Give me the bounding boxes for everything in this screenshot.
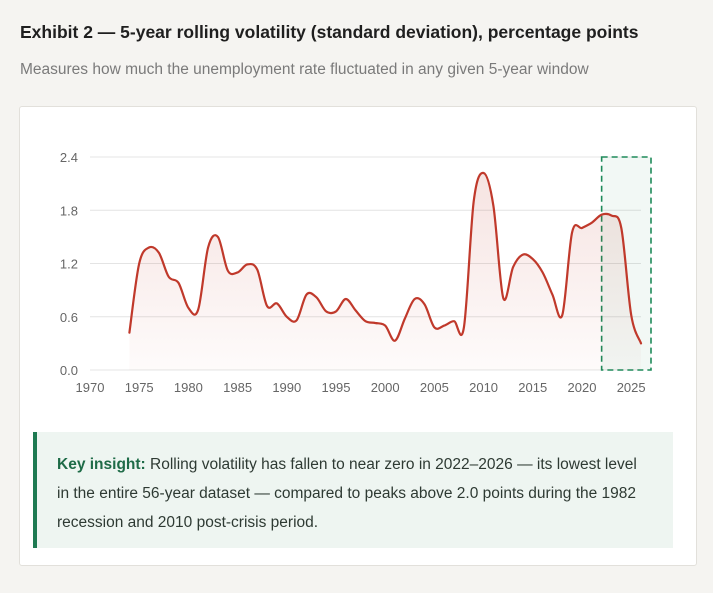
x-tick-label: 1995 bbox=[322, 380, 351, 395]
y-tick-label: 1.8 bbox=[60, 203, 78, 218]
y-tick-label: 2.4 bbox=[60, 150, 78, 165]
key-insight-text: Rolling volatility has fallen to near ze… bbox=[57, 456, 637, 531]
chart-card: 0.0 0.6 1.2 1.8 2.4 1970 1975 1980 1985 1990 1995… bbox=[19, 106, 697, 566]
exhibit-title: Exhibit 2 — 5-year rolling volatility (s… bbox=[20, 22, 639, 42]
x-tick-label: 1985 bbox=[223, 380, 252, 395]
x-tick-label: 2020 bbox=[568, 380, 597, 395]
x-tick-label: 1980 bbox=[174, 380, 203, 395]
y-tick-label: 1.2 bbox=[60, 257, 78, 272]
x-tick-label: 2010 bbox=[469, 380, 498, 395]
series-area bbox=[129, 172, 641, 370]
series-line bbox=[128, 171, 643, 345]
x-tick-label: 2005 bbox=[420, 380, 449, 395]
x-tick-label: 2000 bbox=[371, 380, 400, 395]
x-axis-ticks: 1970 1975 1980 1985 1990 1995 2000 2005 2010 2015… bbox=[76, 380, 646, 395]
volatility-chart: 0.0 0.6 1.2 1.8 2.4 1970 1975 1980 1985 1990 1995… bbox=[60, 150, 652, 395]
exhibit-subtitle: Measures how much the unemployment rate … bbox=[20, 61, 589, 78]
key-insight-box: Key insight: Rolling volatility has fall… bbox=[33, 432, 673, 548]
x-tick-label: 2015 bbox=[518, 380, 547, 395]
y-tick-label: 0.6 bbox=[60, 310, 78, 325]
key-insight-label: Key insight: bbox=[57, 456, 146, 473]
x-tick-label: 1990 bbox=[272, 380, 301, 395]
x-tick-label: 1975 bbox=[125, 380, 154, 395]
y-tick-label: 0.0 bbox=[60, 363, 78, 378]
x-tick-label: 2025 bbox=[617, 380, 646, 395]
x-tick-label: 1970 bbox=[76, 380, 105, 395]
y-axis-ticks: 0.0 0.6 1.2 1.8 2.4 bbox=[60, 150, 78, 378]
chart-series bbox=[128, 171, 643, 370]
